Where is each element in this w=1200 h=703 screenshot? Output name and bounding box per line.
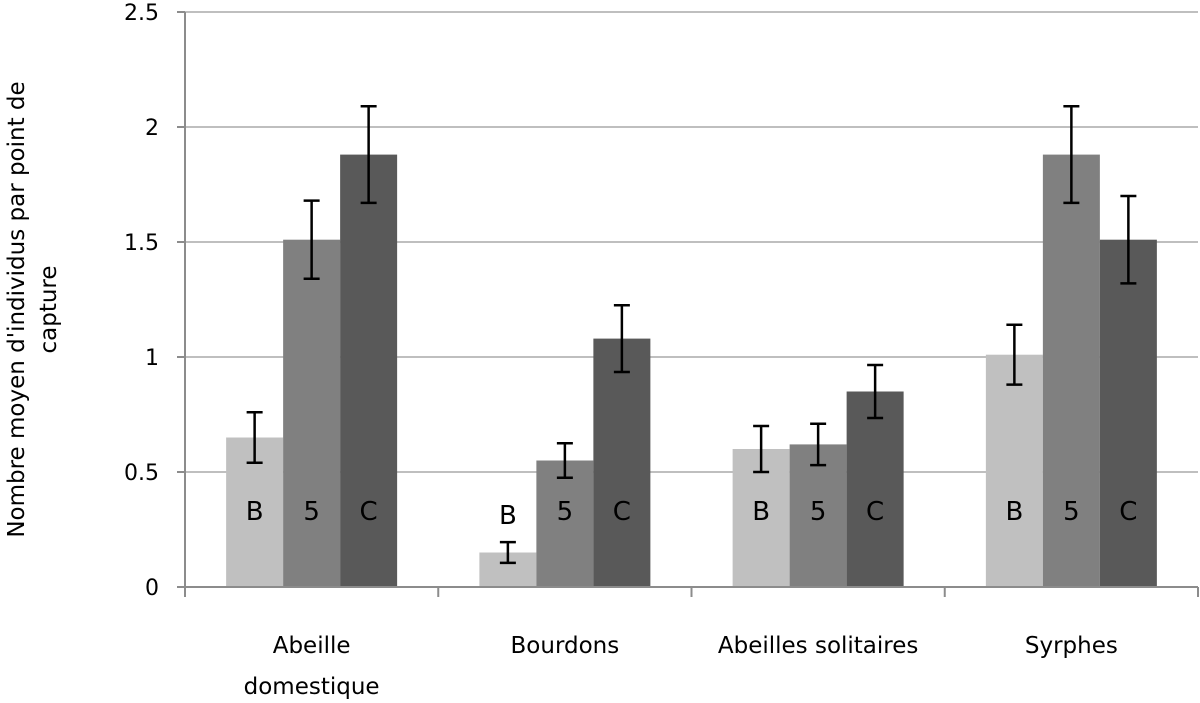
error-bars [246,105,1137,565]
bar-label: B [1005,497,1023,527]
y-axis-label: Nombre moyen d'individus par point de cap… [4,81,62,537]
y-tick-label: 2 [145,116,159,141]
bar [340,154,398,587]
y-tick-label: 1.5 [124,231,159,256]
y-tick-label: 2.5 [124,1,159,26]
bar [846,391,904,587]
bar-label: 5 [810,497,827,527]
bar-label: 5 [1063,497,1080,527]
labels: 0 0.5 1 1.5 2 2.5 B 5 C Abeille domestique B 5 C Bourd… [124,1,1137,700]
y-tick-label: 0 [145,576,159,601]
bar [1099,239,1157,587]
bar-label: C [1119,497,1137,527]
category-label: Bourdons [511,633,620,659]
bar-label: B [246,497,264,527]
bar-label: C [613,497,631,527]
bar-label: C [866,497,884,527]
y-tick-label: 1 [145,346,159,371]
bar [789,444,847,587]
category-label: Abeilles solitaires [718,633,919,659]
y-tick-label: 0.5 [124,461,159,486]
bar [593,338,651,587]
axes [177,11,1199,597]
bars [226,154,1157,587]
bar [985,354,1043,587]
bar [1042,154,1100,587]
bar [536,460,594,587]
bar-label: 5 [557,497,574,527]
bar-label: C [360,497,378,527]
bar [283,239,341,587]
category-label: Abeille domestique [244,633,380,700]
category-label: Syrphes [1025,633,1118,659]
bar-label: 5 [303,497,320,527]
bar-label: B [499,501,517,531]
bar-label: B [752,497,770,527]
